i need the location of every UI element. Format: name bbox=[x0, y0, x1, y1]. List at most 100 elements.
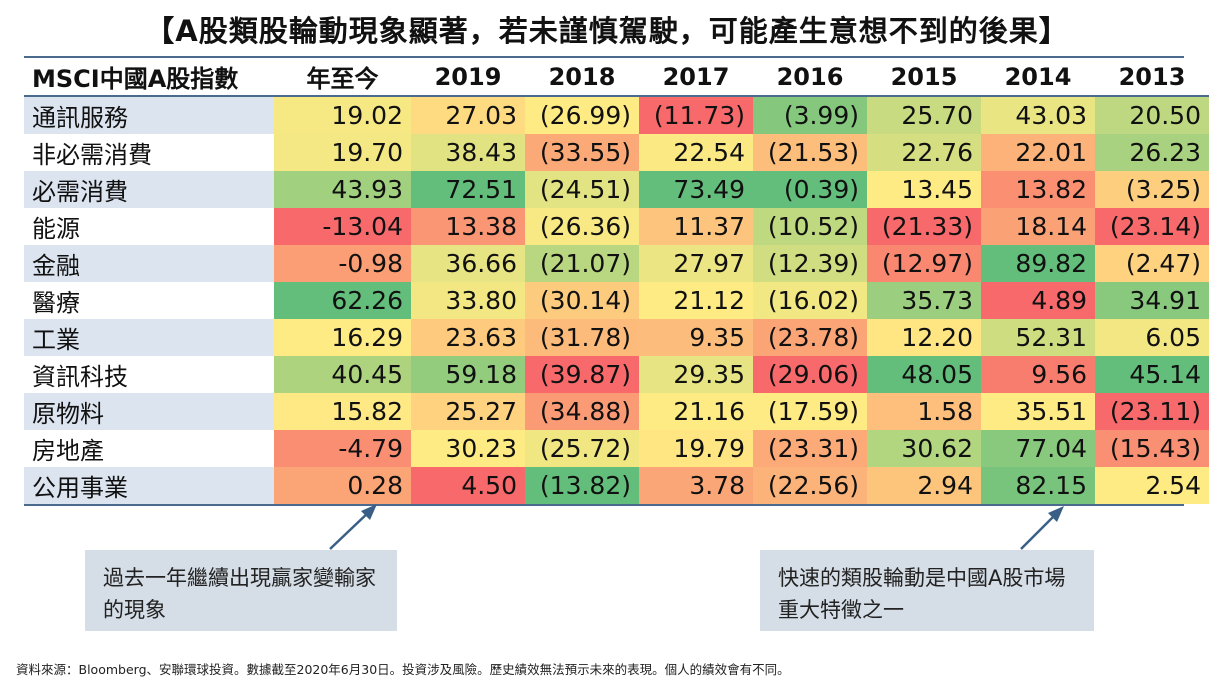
value-cell: 45.14 bbox=[1095, 356, 1209, 393]
value-cell: 22.01 bbox=[981, 134, 1095, 171]
value-cell: (24.51) bbox=[525, 171, 639, 208]
value-cell: 2.54 bbox=[1095, 467, 1209, 504]
table-row: 能源 -13.04 13.38 (26.36) 11.37 (10.52) (21.33) 1… bbox=[24, 208, 1209, 245]
value-cell: 35.51 bbox=[981, 393, 1095, 430]
callout-left: 過去一年繼續出現贏家變輸家的現象 bbox=[85, 550, 397, 631]
value-cell: 19.02 bbox=[274, 96, 411, 134]
value-cell: 6.05 bbox=[1095, 319, 1209, 356]
table-row: 醫療 62.26 33.80 (30.14) 21.12 (16.02) 35.73 4.89… bbox=[24, 282, 1209, 319]
value-cell: 25.27 bbox=[411, 393, 525, 430]
value-cell: (26.36) bbox=[525, 208, 639, 245]
value-cell: (17.59) bbox=[753, 393, 867, 430]
header-cell: 2014 bbox=[981, 58, 1095, 97]
value-cell: 22.76 bbox=[867, 134, 981, 171]
row-label: 非必需消費 bbox=[24, 134, 274, 171]
value-cell: 13.45 bbox=[867, 171, 981, 208]
header-cell: 2015 bbox=[867, 58, 981, 97]
value-cell: (25.72) bbox=[525, 430, 639, 467]
row-label: 醫療 bbox=[24, 282, 274, 319]
value-cell: (3.99) bbox=[753, 96, 867, 134]
value-cell: 0.28 bbox=[274, 467, 411, 504]
value-cell: (23.14) bbox=[1095, 208, 1209, 245]
value-cell: 43.93 bbox=[274, 171, 411, 208]
value-cell: 12.20 bbox=[867, 319, 981, 356]
header-cell: 年至今 bbox=[274, 58, 411, 97]
row-label: 能源 bbox=[24, 208, 274, 245]
value-cell: -0.98 bbox=[274, 245, 411, 282]
value-cell: 52.31 bbox=[981, 319, 1095, 356]
value-cell: (21.53) bbox=[753, 134, 867, 171]
table-row: 工業 16.29 23.63 (31.78) 9.35 (23.78) 12.20 52.31… bbox=[24, 319, 1209, 356]
row-label: 工業 bbox=[24, 319, 274, 356]
value-cell: (10.52) bbox=[753, 208, 867, 245]
value-cell: (33.55) bbox=[525, 134, 639, 171]
arrow-icon bbox=[1020, 506, 1064, 550]
value-cell: 21.16 bbox=[639, 393, 753, 430]
value-cell: 23.63 bbox=[411, 319, 525, 356]
value-cell: 2.94 bbox=[867, 467, 981, 504]
row-label: 資訊科技 bbox=[24, 356, 274, 393]
table-row: 通訊服務 19.02 27.03 (26.99) (11.73) (3.99) 25.70 4… bbox=[24, 96, 1209, 134]
value-cell: 72.51 bbox=[411, 171, 525, 208]
row-label: 通訊服務 bbox=[24, 96, 274, 134]
value-cell: 43.03 bbox=[981, 96, 1095, 134]
row-label: 原物料 bbox=[24, 393, 274, 430]
value-cell: 36.66 bbox=[411, 245, 525, 282]
value-cell: 25.70 bbox=[867, 96, 981, 134]
value-cell: 21.12 bbox=[639, 282, 753, 319]
value-cell: 30.62 bbox=[867, 430, 981, 467]
source-footnote: 資料來源：Bloomberg、安聯環球投資。數據截至2020年6月30日。投資涉… bbox=[16, 662, 790, 677]
value-cell: (0.39) bbox=[753, 171, 867, 208]
value-cell: 15.82 bbox=[274, 393, 411, 430]
value-cell: 62.26 bbox=[274, 282, 411, 319]
value-cell: -13.04 bbox=[274, 208, 411, 245]
header-cell: MSCI中國A股指數 bbox=[24, 58, 274, 97]
value-cell: (34.88) bbox=[525, 393, 639, 430]
value-cell: 33.80 bbox=[411, 282, 525, 319]
header-cell: 2013 bbox=[1095, 58, 1209, 97]
value-cell: 19.79 bbox=[639, 430, 753, 467]
value-cell: 9.56 bbox=[981, 356, 1095, 393]
value-cell: (12.97) bbox=[867, 245, 981, 282]
table-row: 金融 -0.98 36.66 (21.07) 27.97 (12.39) (12.97) 89… bbox=[24, 245, 1209, 282]
value-cell: 89.82 bbox=[981, 245, 1095, 282]
value-cell: (30.14) bbox=[525, 282, 639, 319]
value-cell: 3.78 bbox=[639, 467, 753, 504]
value-cell: (22.56) bbox=[753, 467, 867, 504]
value-cell: 27.97 bbox=[639, 245, 753, 282]
table-row: 非必需消費 19.70 38.43 (33.55) 22.54 (21.53) 22.76 2… bbox=[24, 134, 1209, 171]
arrow-icon bbox=[329, 504, 377, 550]
value-cell: 77.04 bbox=[981, 430, 1095, 467]
value-cell: 27.03 bbox=[411, 96, 525, 134]
row-label: 房地產 bbox=[24, 430, 274, 467]
value-cell: (23.11) bbox=[1095, 393, 1209, 430]
header-row: MSCI中國A股指數 年至今 2019 2018 2017 2016 2015 … bbox=[24, 58, 1209, 97]
row-label: 金融 bbox=[24, 245, 274, 282]
value-cell: 4.89 bbox=[981, 282, 1095, 319]
value-cell: (2.47) bbox=[1095, 245, 1209, 282]
value-cell: 48.05 bbox=[867, 356, 981, 393]
value-cell: 35.73 bbox=[867, 282, 981, 319]
value-cell: 59.18 bbox=[411, 356, 525, 393]
value-cell: 30.23 bbox=[411, 430, 525, 467]
value-cell: (13.82) bbox=[525, 467, 639, 504]
value-cell: (16.02) bbox=[753, 282, 867, 319]
value-cell: (29.06) bbox=[753, 356, 867, 393]
value-cell: (21.07) bbox=[525, 245, 639, 282]
value-cell: 22.54 bbox=[639, 134, 753, 171]
value-cell: (23.78) bbox=[753, 319, 867, 356]
value-cell: 26.23 bbox=[1095, 134, 1209, 171]
table-row: 原物料 15.82 25.27 (34.88) 21.16 (17.59) 1.58 35.5… bbox=[24, 393, 1209, 430]
table-row: 房地產 -4.79 30.23 (25.72) 19.79 (23.31) 30.62 77.… bbox=[24, 430, 1209, 467]
header-cell: 2018 bbox=[525, 58, 639, 97]
value-cell: 34.91 bbox=[1095, 282, 1209, 319]
value-cell: 16.29 bbox=[274, 319, 411, 356]
value-cell: 11.37 bbox=[639, 208, 753, 245]
table-row: 必需消費 43.93 72.51 (24.51) 73.49 (0.39) 13.45 13.… bbox=[24, 171, 1209, 208]
value-cell: (12.39) bbox=[753, 245, 867, 282]
value-cell: (23.31) bbox=[753, 430, 867, 467]
value-cell: 9.35 bbox=[639, 319, 753, 356]
value-cell: (15.43) bbox=[1095, 430, 1209, 467]
value-cell: (3.25) bbox=[1095, 171, 1209, 208]
